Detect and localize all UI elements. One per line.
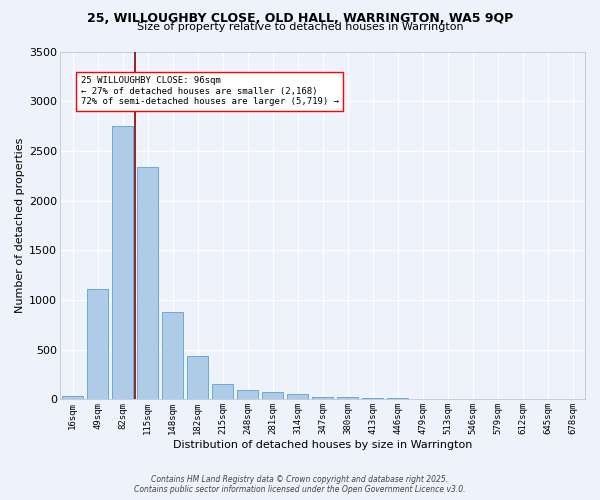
Text: Contains HM Land Registry data © Crown copyright and database right 2025.
Contai: Contains HM Land Registry data © Crown c… [134, 474, 466, 494]
Text: 25 WILLOUGHBY CLOSE: 96sqm
← 27% of detached houses are smaller (2,168)
72% of s: 25 WILLOUGHBY CLOSE: 96sqm ← 27% of deta… [80, 76, 338, 106]
Bar [237, 390, 258, 400]
Bar [162, 312, 183, 400]
Y-axis label: Number of detached properties: Number of detached properties [15, 138, 25, 313]
Bar [387, 398, 408, 400]
Bar [187, 356, 208, 400]
Bar [112, 126, 133, 400]
Bar [287, 394, 308, 400]
Bar [87, 289, 108, 400]
Bar [62, 396, 83, 400]
Bar [312, 398, 333, 400]
Text: Size of property relative to detached houses in Warrington: Size of property relative to detached ho… [137, 22, 463, 32]
Bar [212, 384, 233, 400]
Bar [362, 398, 383, 400]
Bar [337, 398, 358, 400]
X-axis label: Distribution of detached houses by size in Warrington: Distribution of detached houses by size … [173, 440, 472, 450]
Bar [137, 167, 158, 400]
Text: 25, WILLOUGHBY CLOSE, OLD HALL, WARRINGTON, WA5 9QP: 25, WILLOUGHBY CLOSE, OLD HALL, WARRINGT… [87, 12, 513, 26]
Bar [262, 392, 283, 400]
